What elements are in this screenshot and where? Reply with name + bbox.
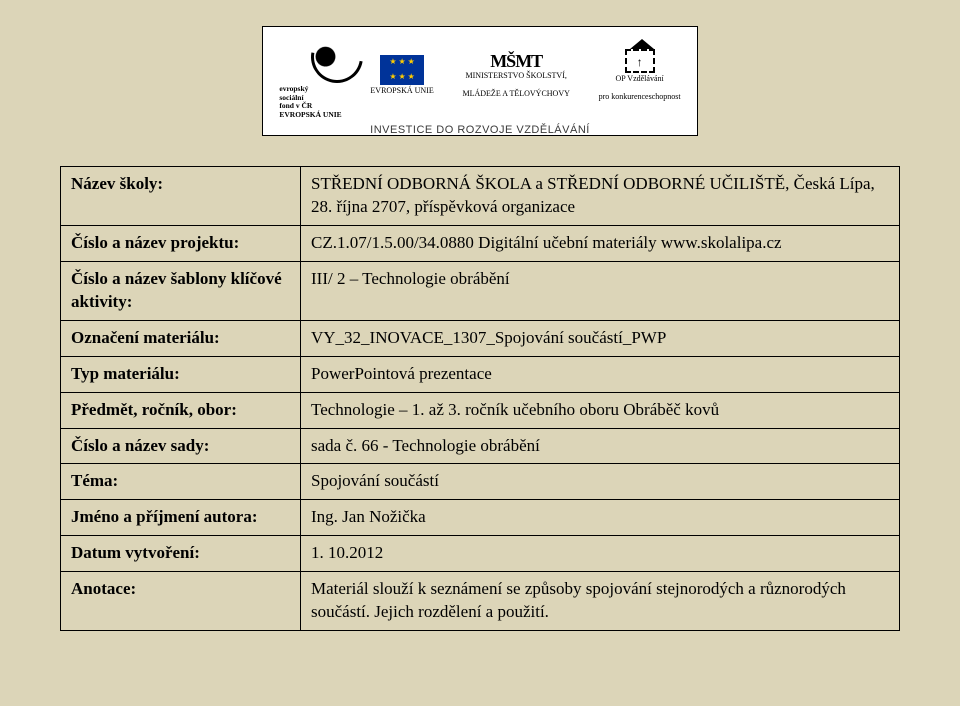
table-cell-value: VY_32_INOVACE_1307_Spojování součástí_PW… xyxy=(301,320,900,356)
op-house-icon xyxy=(625,49,655,73)
msmt-mark-icon: MŠMT xyxy=(490,52,542,72)
table-cell-label: Téma: xyxy=(61,464,301,500)
table-row: Téma:Spojování součástí xyxy=(61,464,900,500)
esf-logo: evropský sociální fond v ČR EVROPSKÁ UNI… xyxy=(279,31,341,120)
op-logo: OP Vzdělávání pro konkurenceschopnost xyxy=(599,49,681,101)
msmt-line1: MINISTERSTVO ŠKOLSTVÍ, xyxy=(466,72,567,81)
table-cell-label: Číslo a název šablony klíčové aktivity: xyxy=(61,261,301,320)
table-cell-label: Číslo a název projektu: xyxy=(61,225,301,261)
esf-swoosh-icon xyxy=(287,31,335,79)
table-row: Anotace:Materiál slouží k seznámení se z… xyxy=(61,572,900,631)
op-line2: pro konkurenceschopnost xyxy=(599,93,681,102)
table-cell-value: Ing. Jan Nožička xyxy=(301,500,900,536)
table-cell-label: Název školy: xyxy=(61,167,301,226)
banner-tagline: INVESTICE DO ROZVOJE VZDĚLÁVÁNÍ xyxy=(263,120,697,142)
table-cell-label: Označení materiálu: xyxy=(61,320,301,356)
table-row: Předmět, ročník, obor:Technologie – 1. a… xyxy=(61,392,900,428)
banner-logo-row: evropský sociální fond v ČR EVROPSKÁ UNI… xyxy=(263,27,697,120)
table-row: Číslo a název projektu:CZ.1.07/1.5.00/34… xyxy=(61,225,900,261)
op-line1: OP Vzdělávání xyxy=(616,75,664,84)
table-cell-label: Jméno a příjmení autora: xyxy=(61,500,301,536)
eu-flag-label: EVROPSKÁ UNIE xyxy=(370,87,433,96)
esf-line4: EVROPSKÁ UNIE xyxy=(279,110,341,119)
table-row: Název školy:STŘEDNÍ ODBORNÁ ŠKOLA a STŘE… xyxy=(61,167,900,226)
table-cell-label: Číslo a název sady: xyxy=(61,428,301,464)
metadata-table: Název školy:STŘEDNÍ ODBORNÁ ŠKOLA a STŘE… xyxy=(60,166,900,631)
table-row: Typ materiálu:PowerPointová prezentace xyxy=(61,356,900,392)
eu-flag-icon xyxy=(380,55,424,85)
metadata-table-body: Název školy:STŘEDNÍ ODBORNÁ ŠKOLA a STŘE… xyxy=(61,167,900,631)
msmt-line2: MLÁDEŽE A TĚLOVÝCHOVY xyxy=(462,90,569,99)
table-row: Číslo a název šablony klíčové aktivity:I… xyxy=(61,261,900,320)
table-cell-label: Předmět, ročník, obor: xyxy=(61,392,301,428)
table-cell-value: Technologie – 1. až 3. ročník učebního o… xyxy=(301,392,900,428)
table-row: Jméno a příjmení autora:Ing. Jan Nožička xyxy=(61,500,900,536)
esf-text: evropský sociální fond v ČR EVROPSKÁ UNI… xyxy=(279,85,341,120)
msmt-logo: MŠMT MINISTERSTVO ŠKOLSTVÍ, MLÁDEŽE A TĚ… xyxy=(462,52,569,99)
eu-funding-banner: evropský sociální fond v ČR EVROPSKÁ UNI… xyxy=(262,26,698,136)
table-cell-value: Spojování součástí xyxy=(301,464,900,500)
table-row: Číslo a název sady:sada č. 66 - Technolo… xyxy=(61,428,900,464)
table-cell-value: 1. 10.2012 xyxy=(301,536,900,572)
eu-flag-logo: EVROPSKÁ UNIE xyxy=(370,55,433,96)
table-cell-value: sada č. 66 - Technologie obrábění xyxy=(301,428,900,464)
table-cell-value: STŘEDNÍ ODBORNÁ ŠKOLA a STŘEDNÍ ODBORNÉ … xyxy=(301,167,900,226)
table-cell-label: Datum vytvoření: xyxy=(61,536,301,572)
document-page: evropský sociální fond v ČR EVROPSKÁ UNI… xyxy=(0,0,960,706)
table-row: Datum vytvoření:1. 10.2012 xyxy=(61,536,900,572)
table-cell-value: Materiál slouží k seznámení se způsoby s… xyxy=(301,572,900,631)
table-cell-label: Typ materiálu: xyxy=(61,356,301,392)
table-cell-label: Anotace: xyxy=(61,572,301,631)
table-row: Označení materiálu:VY_32_INOVACE_1307_Sp… xyxy=(61,320,900,356)
table-cell-value: III/ 2 – Technologie obrábění xyxy=(301,261,900,320)
table-cell-value: CZ.1.07/1.5.00/34.0880 Digitální učební … xyxy=(301,225,900,261)
table-cell-value: PowerPointová prezentace xyxy=(301,356,900,392)
